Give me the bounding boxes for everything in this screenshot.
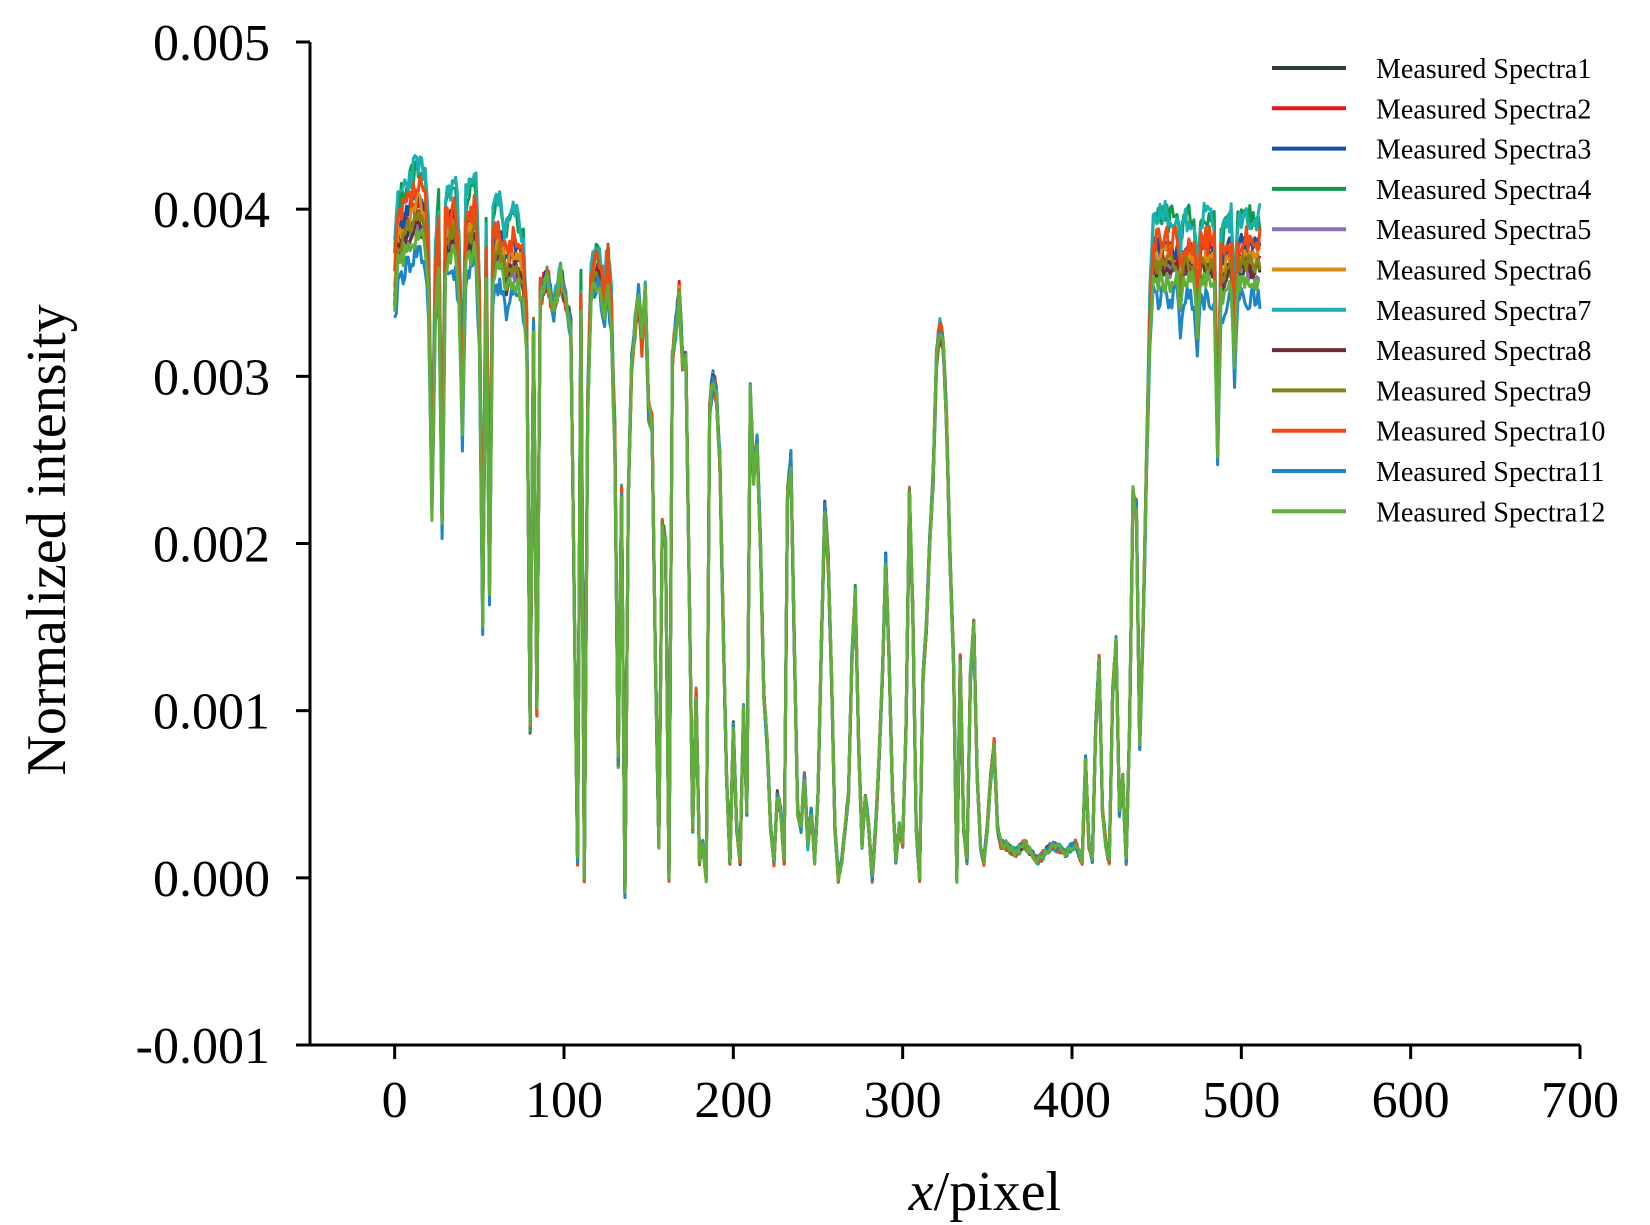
y-axis-label: Normalized intensity: [16, 304, 78, 775]
x-tick-label: 200: [694, 1072, 772, 1129]
legend-item: Measured Spectra4: [1272, 175, 1591, 206]
legend-item: Measured Spectra3: [1272, 135, 1591, 166]
legend-item: Measured Spectra6: [1272, 256, 1591, 287]
x-axis-label-unit: /pixel: [934, 1161, 1062, 1223]
x-tick-label: 400: [1033, 1072, 1111, 1129]
series-line: [393, 227, 1261, 895]
x-tick-label: 600: [1372, 1072, 1450, 1129]
y-tick-label: 0.001: [153, 684, 270, 741]
legend-label: Measured Spectra6: [1376, 256, 1591, 287]
legend-label: Measured Spectra3: [1376, 135, 1591, 166]
x-tick-label: 500: [1202, 1072, 1280, 1129]
y-tick-label: 0.005: [153, 15, 270, 72]
x-tick-label: 100: [525, 1072, 603, 1129]
legend-item: Measured Spectra9: [1272, 376, 1591, 407]
legend-label: Measured Spectra12: [1376, 497, 1605, 528]
legend-label: Measured Spectra2: [1376, 94, 1591, 125]
legend-label: Measured Spectra9: [1376, 376, 1591, 407]
legend-label: Measured Spectra8: [1376, 336, 1591, 367]
x-axis-label: x/pixel: [908, 1161, 1061, 1223]
y-tick-label: 0.004: [153, 182, 270, 239]
legend-label: Measured Spectra1: [1376, 54, 1591, 85]
legend-label: Measured Spectra7: [1376, 296, 1591, 327]
legend-label: Measured Spectra10: [1376, 417, 1605, 448]
plot-area: [393, 154, 1262, 899]
legend-item: Measured Spectra11: [1272, 457, 1604, 488]
legend-label: Measured Spectra5: [1376, 215, 1591, 246]
x-tick-label: 700: [1541, 1072, 1619, 1129]
y-tick-label: 0.003: [153, 349, 270, 406]
y-tick-label: -0.001: [136, 1018, 270, 1075]
legend-item: Measured Spectra10: [1272, 417, 1605, 448]
legend-label: Measured Spectra11: [1376, 457, 1604, 488]
legend-item: Measured Spectra12: [1272, 497, 1605, 528]
y-axis-ticks: -0.001 0.000 0.001 0.002 0.003 0.004 0.005: [136, 15, 310, 1075]
x-axis-ticks: 0 100 200 300 400 500 600 700: [382, 1045, 1619, 1129]
legend-label: Measured Spectra4: [1376, 175, 1591, 206]
legend-item: Measured Spectra2: [1272, 94, 1591, 125]
x-axis-label-variable: x: [908, 1161, 934, 1223]
legend-item: Measured Spectra5: [1272, 215, 1591, 246]
x-tick-label: 300: [864, 1072, 942, 1129]
axes: -0.001 0.000 0.001 0.002 0.003 0.004 0.005 0 10…: [136, 15, 1619, 1129]
legend: Measured Spectra1 Measured Spectra2 Measur…: [1272, 54, 1605, 528]
y-tick-label: 0.002: [153, 517, 270, 574]
legend-item: Measured Spectra1: [1272, 54, 1591, 85]
x-tick-label: 0: [382, 1072, 408, 1129]
legend-item: Measured Spectra7: [1272, 296, 1591, 327]
legend-item: Measured Spectra8: [1272, 336, 1591, 367]
y-tick-label: 0.000: [153, 851, 270, 908]
